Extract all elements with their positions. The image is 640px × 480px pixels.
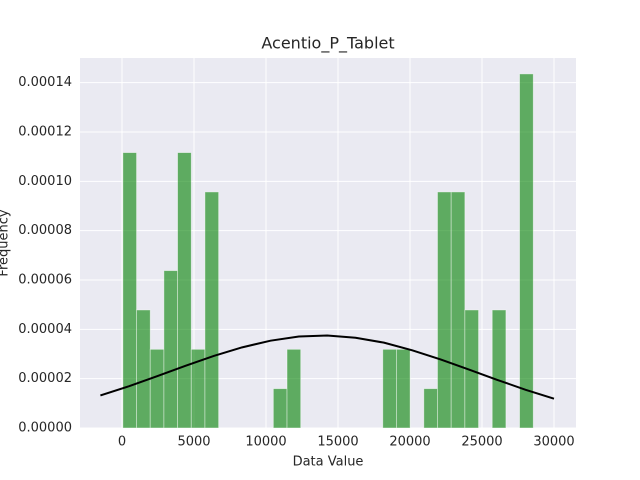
density-curve — [100, 334, 555, 400]
bar — [382, 348, 397, 429]
x-tick-label: 5000 — [177, 435, 210, 450]
x-tick-label: 30000 — [533, 435, 574, 450]
bar — [491, 309, 507, 429]
x-tick-label: 10000 — [245, 435, 286, 450]
bar — [204, 191, 220, 429]
bar — [519, 73, 534, 429]
bar — [163, 270, 178, 429]
x-tick-label: 15000 — [317, 435, 358, 450]
bar — [450, 191, 466, 429]
x-tick-label: 0 — [118, 435, 126, 450]
y-tick-label: 0.00010 — [18, 174, 72, 189]
y-tick-label: 0.00004 — [18, 322, 72, 337]
y-tick-label: 0.00002 — [18, 371, 72, 386]
y-tick-label: 0.00006 — [18, 273, 72, 288]
bar — [286, 348, 302, 429]
bar — [149, 348, 165, 429]
bar — [272, 388, 288, 429]
bar — [136, 309, 151, 429]
bar — [122, 152, 137, 429]
y-tick-label: 0.00014 — [18, 75, 72, 90]
y-tick-label: 0.00008 — [18, 223, 72, 238]
bar — [423, 388, 438, 429]
x-tick-label: 25000 — [461, 435, 502, 450]
bar — [396, 348, 411, 429]
chart-title: Acentio_P_Tablet — [261, 34, 394, 54]
y-tick-label: 0.00000 — [18, 421, 72, 436]
x-tick-label: 20000 — [389, 435, 430, 450]
x-axis-label: Data Value — [293, 455, 364, 470]
bar — [437, 191, 452, 429]
y-axis-label: Frequency — [0, 209, 12, 276]
y-tick-label: 0.00012 — [18, 125, 72, 140]
bar — [177, 152, 192, 429]
